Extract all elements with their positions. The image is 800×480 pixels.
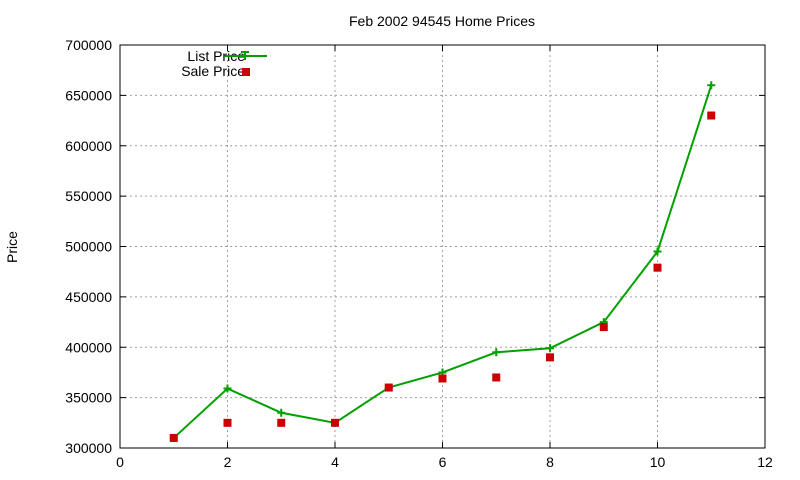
x-tick-label: 2 [224, 454, 232, 470]
list-price-point [492, 348, 501, 357]
y-tick-label: 550000 [65, 188, 112, 204]
x-tick-label: 4 [331, 454, 339, 470]
chart-title: Feb 2002 94545 Home Prices [349, 13, 535, 29]
y-tick-label: 350000 [65, 390, 112, 406]
y-tick-label: 600000 [65, 138, 112, 154]
sale-price-point [331, 418, 339, 427]
x-tick-label: 10 [650, 454, 666, 470]
legend-swatch-list-price-marker [241, 51, 249, 60]
y-tick-label: 400000 [65, 339, 112, 355]
y-tick-label: 450000 [65, 289, 112, 305]
y-tick-label: 500000 [65, 239, 112, 255]
list-price-point [707, 81, 716, 90]
series [169, 81, 716, 442]
y-tick-label: 300000 [65, 440, 112, 456]
list-price-point [546, 344, 554, 353]
x-tick-label: 0 [116, 454, 124, 470]
sale-price-point [169, 433, 178, 442]
sale-price-point [277, 418, 286, 427]
grid [120, 45, 765, 448]
axis-ticks: 300000 350000 400000 450000 500000 550000 6000… [65, 37, 773, 470]
x-tick-label: 6 [439, 454, 447, 470]
sale-price-point [546, 353, 554, 362]
sale-price-point [384, 383, 393, 392]
x-tick-label: 8 [546, 454, 554, 470]
list-price-point [277, 408, 286, 417]
sale-price-point [599, 323, 608, 332]
y-tick-label: 650000 [65, 87, 112, 103]
legend-label-sale-price: Sale Price [181, 63, 245, 79]
sale-price-point [223, 418, 232, 427]
list-price-point [223, 384, 232, 393]
list-price-point [653, 247, 662, 256]
sale-price-point [707, 111, 716, 120]
sale-price-point [438, 374, 447, 383]
legend-label-list-price: List Price [187, 48, 245, 64]
sale-price-point [492, 373, 501, 382]
legend-swatch-sale-price [242, 68, 250, 76]
legend: List Price Sale Price [181, 48, 267, 79]
sale-price-point [653, 263, 662, 272]
x-tick-label: 12 [757, 454, 773, 470]
y-axis-label: Price [4, 231, 20, 263]
y-tick-label: 700000 [65, 37, 112, 53]
